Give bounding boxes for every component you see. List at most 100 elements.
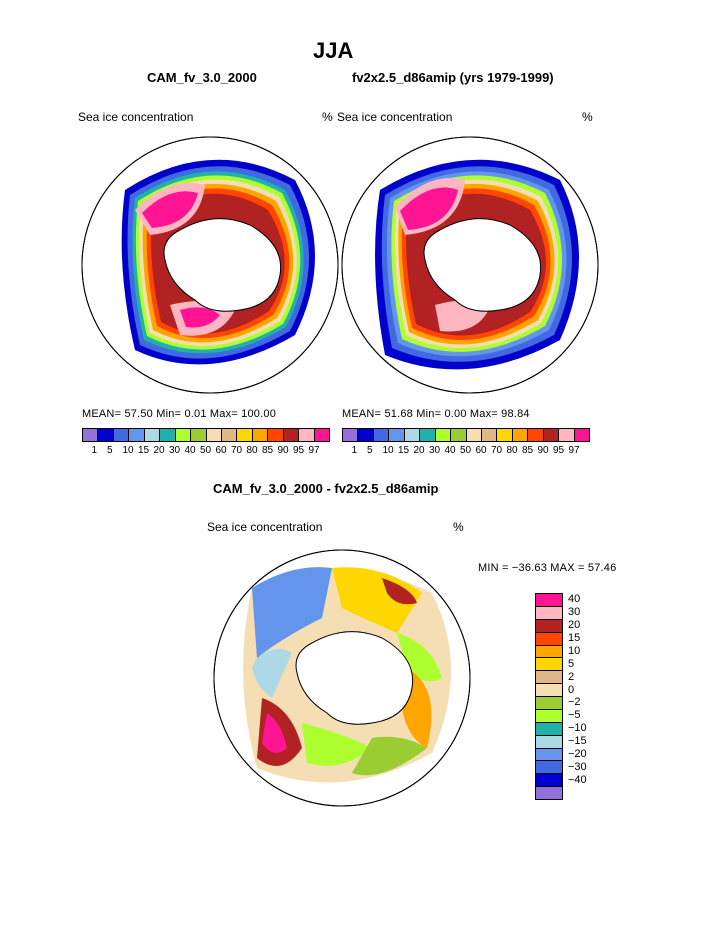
colorbar-swatch (574, 429, 589, 441)
colorbar-tick-label: 90 (537, 445, 549, 456)
colorbar-tick-label: 97 (308, 445, 320, 456)
left-colorbar-ticks: 1 5 10 15 20 30 40 50 60 70 80 85 90 95 97 (82, 445, 330, 459)
colorbar-swatch (206, 429, 222, 441)
colorbar-swatch (144, 429, 161, 441)
right-colorbar (342, 428, 590, 442)
colorbar-swatch (536, 748, 562, 762)
left-model-title: CAM_fv_3.0_2000 (147, 70, 257, 85)
colorbar-swatch (536, 671, 562, 685)
right-stats: MEAN= 51.68 Min= 0.00 Max= 98.84 (342, 408, 530, 420)
colorbar-swatch (373, 429, 390, 441)
colorbar-tick-label: 20 (413, 445, 425, 456)
colorbar-swatch (536, 619, 562, 633)
diff-stats: MIN = −36.63 MAX = 57.46 (478, 562, 617, 574)
left-sea-ice-map (81, 136, 339, 394)
colorbar-tick-label: 10 (122, 445, 134, 456)
colorbar-tick-label: 10 (382, 445, 394, 456)
colorbar-tick-label: 15 (138, 445, 150, 456)
colorbar-tick-label: −20 (568, 748, 587, 761)
right-units-label: % (582, 110, 593, 124)
colorbar-swatch (528, 429, 544, 441)
colorbar-swatch (559, 429, 575, 441)
colorbar-tick-label: 15 (568, 631, 581, 644)
colorbar-tick-label: −2 (568, 696, 581, 709)
colorbar-tick-label: −5 (568, 709, 581, 722)
colorbar-tick-label: 95 (293, 445, 305, 456)
diff-colorbar (535, 593, 563, 800)
left-stats: MEAN= 57.50 Min= 0.01 Max= 100.00 (82, 408, 277, 420)
colorbar-tick-label: 20 (568, 618, 581, 631)
colorbar-tick-label: −40 (568, 774, 587, 787)
colorbar-tick-label: 95 (553, 445, 565, 456)
colorbar-swatch (536, 774, 562, 788)
colorbar-tick-label: 97 (568, 445, 580, 456)
colorbar-swatch (536, 787, 562, 799)
colorbar-swatch (536, 761, 562, 775)
colorbar-swatch (536, 658, 562, 672)
colorbar-swatch (389, 429, 405, 441)
colorbar-swatch (283, 429, 300, 441)
colorbar-tick-label: 60 (475, 445, 487, 456)
colorbar-tick-label: 10 (568, 644, 581, 657)
diff-units-label: % (453, 520, 464, 534)
colorbar-tick-label: 85 (262, 445, 274, 456)
colorbar-swatch (543, 429, 560, 441)
right-model-title: fv2x2.5_d86amip (yrs 1979-1999) (352, 70, 554, 85)
colorbar-tick-label: 50 (460, 445, 472, 456)
colorbar-swatch (481, 429, 498, 441)
colorbar-swatch (497, 429, 513, 441)
colorbar-swatch (435, 429, 452, 441)
colorbar-tick-label: −15 (568, 735, 587, 748)
colorbar-tick-label: 5 (568, 657, 575, 670)
colorbar-tick-label: 30 (429, 445, 441, 456)
diff-colorbar-ticks: 40 30 20 15 10 5 2 0 −2 −5 −10 −15 −20 −30 −40 (568, 593, 628, 800)
colorbar-tick-label: 50 (200, 445, 212, 456)
colorbar-swatch (191, 429, 207, 441)
colorbar-swatch (536, 709, 562, 723)
colorbar-swatch (268, 429, 284, 441)
right-variable-label: Sea ice concentration (337, 110, 453, 124)
colorbar-swatch (113, 429, 130, 441)
diff-title: CAM_fv_3.0_2000 - fv2x2.5_d86amip (213, 481, 439, 496)
right-sea-ice-map (341, 136, 599, 394)
colorbar-tick-label: 1 (91, 445, 98, 456)
colorbar-tick-label: 1 (351, 445, 358, 456)
colorbar-swatch (83, 429, 99, 441)
colorbar-tick-label: 0 (568, 683, 575, 696)
diff-variable-label: Sea ice concentration (207, 520, 323, 534)
figure-title: JJA (313, 38, 354, 63)
colorbar-tick-label: 80 (506, 445, 518, 456)
colorbar-tick-label: 30 (169, 445, 181, 456)
right-colorbar-ticks: 1 5 10 15 20 30 40 50 60 70 80 85 90 95 97 (342, 445, 590, 459)
colorbar-tick-label: 5 (367, 445, 373, 456)
colorbar-swatch (252, 429, 269, 441)
colorbar-swatch (299, 429, 315, 441)
colorbar-swatch (160, 429, 176, 441)
colorbar-tick-label: 40 (184, 445, 196, 456)
left-units-label: % (322, 110, 333, 124)
colorbar-tick-label: 2 (568, 670, 575, 683)
colorbar-tick-label: 20 (153, 445, 165, 456)
colorbar-tick-label: 70 (231, 445, 243, 456)
colorbar-tick-label: 90 (277, 445, 289, 456)
colorbar-swatch (536, 606, 562, 620)
colorbar-swatch (536, 722, 562, 736)
colorbar-swatch (237, 429, 253, 441)
colorbar-swatch (420, 429, 436, 441)
colorbar-swatch (314, 429, 329, 441)
colorbar-tick-label: 30 (568, 605, 581, 618)
colorbar-swatch (536, 632, 562, 646)
colorbar-tick-label: 5 (107, 445, 113, 456)
colorbar-tick-label: 85 (522, 445, 534, 456)
colorbar-swatch (536, 594, 562, 607)
colorbar-swatch (536, 645, 562, 659)
colorbar-swatch (466, 429, 482, 441)
colorbar-tick-label: 70 (491, 445, 503, 456)
left-colorbar (82, 428, 330, 442)
colorbar-tick-label: 40 (444, 445, 456, 456)
difference-map (213, 549, 471, 807)
colorbar-swatch (175, 429, 192, 441)
left-variable-label: Sea ice concentration (78, 110, 194, 124)
colorbar-swatch (536, 697, 562, 710)
colorbar-tick-label: −30 (568, 761, 587, 774)
